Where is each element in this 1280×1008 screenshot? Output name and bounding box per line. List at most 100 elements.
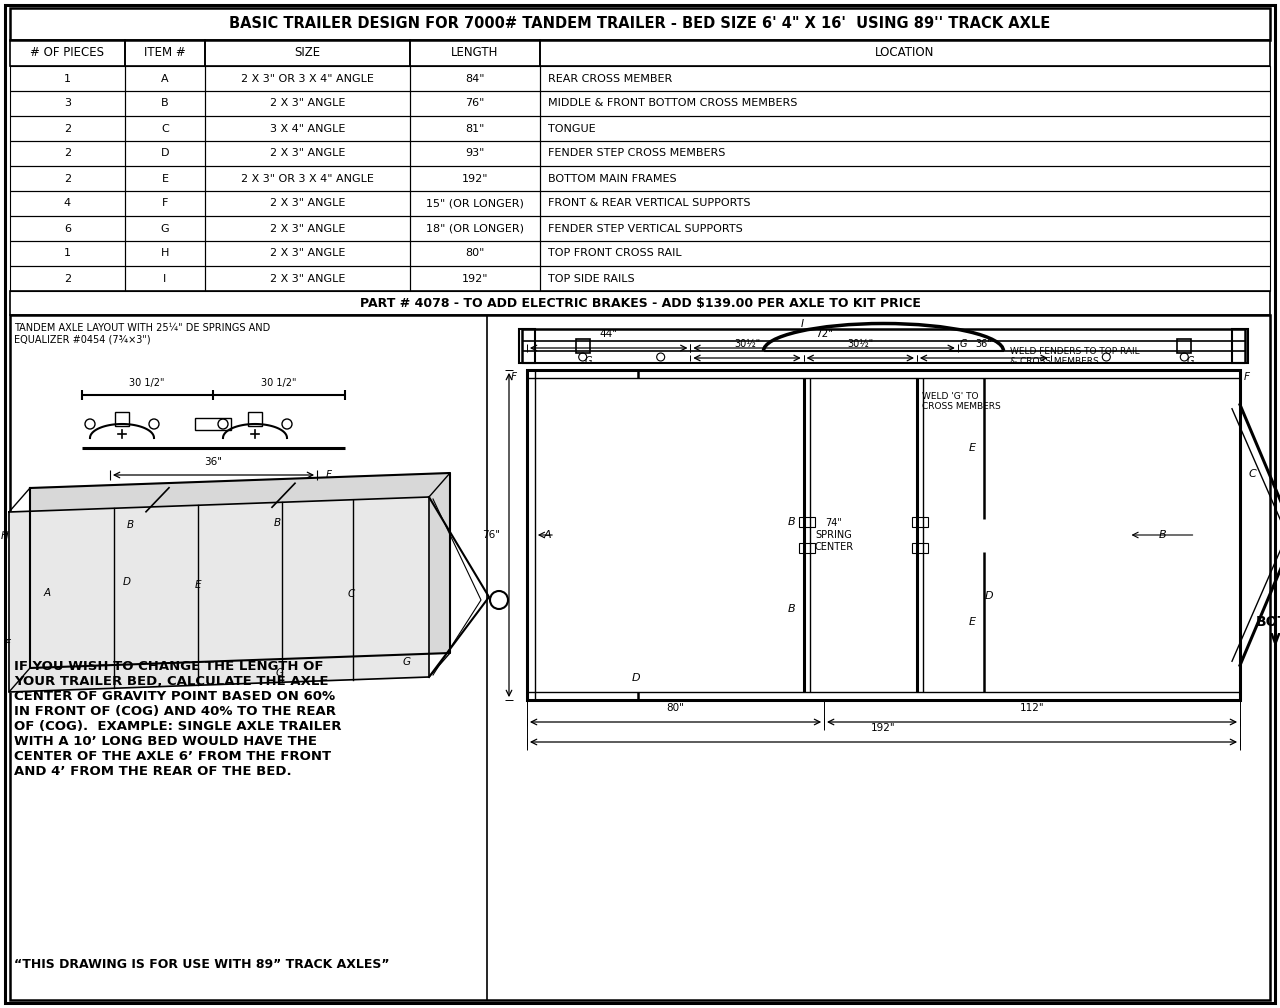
- Bar: [10, 141, 125, 166]
- Text: BASIC TRAILER DESIGN FOR 7000# TANDEM TRAILER - BED SIZE 6' 4" X 16'  USING 89'': BASIC TRAILER DESIGN FOR 7000# TANDEM TR…: [229, 16, 1051, 31]
- Text: IF YOU WISH TO CHANGE THE LENGTH OF
YOUR TRAILER BED, CALCULATE THE AXLE
CENTER : IF YOU WISH TO CHANGE THE LENGTH OF YOUR…: [14, 660, 342, 778]
- Text: 2: 2: [64, 148, 72, 158]
- Text: “THIS DRAWING IS FOR USE WITH 89” TRACK AXLES”: “THIS DRAWING IS FOR USE WITH 89” TRACK …: [14, 958, 389, 971]
- Bar: [540, 191, 1270, 216]
- Text: F: F: [161, 199, 168, 209]
- Bar: [205, 91, 410, 116]
- Text: 1: 1: [64, 249, 70, 258]
- Text: C: C: [161, 124, 169, 133]
- Bar: [911, 517, 928, 527]
- Text: 15" (OR LONGER): 15" (OR LONGER): [426, 199, 524, 209]
- Text: WELD FENDERS TO TOP RAIL
& CROSS MEMBERS: WELD FENDERS TO TOP RAIL & CROSS MEMBERS: [1010, 347, 1139, 366]
- Text: 2 X 3" ANGLE: 2 X 3" ANGLE: [270, 273, 346, 283]
- Bar: [518, 329, 535, 363]
- Bar: [410, 241, 540, 266]
- Text: H: H: [0, 531, 9, 541]
- Text: F: F: [511, 372, 517, 382]
- Bar: [410, 216, 540, 241]
- Bar: [576, 339, 590, 353]
- Bar: [540, 141, 1270, 166]
- Text: 93": 93": [466, 148, 485, 158]
- Text: 44": 44": [600, 329, 618, 339]
- Text: D: D: [984, 591, 993, 601]
- Bar: [205, 141, 410, 166]
- Text: LOCATION: LOCATION: [876, 46, 934, 59]
- Bar: [10, 291, 1270, 314]
- Bar: [125, 91, 205, 116]
- Bar: [540, 266, 1270, 291]
- Text: F: F: [326, 470, 332, 480]
- Text: C: C: [347, 590, 355, 599]
- Text: FRONT & REAR VERTICAL SUPPORTS: FRONT & REAR VERTICAL SUPPORTS: [548, 199, 750, 209]
- Text: 2 X 3" ANGLE: 2 X 3" ANGLE: [270, 199, 346, 209]
- Bar: [410, 116, 540, 141]
- Text: TONGUE: TONGUE: [548, 124, 595, 133]
- Text: 112": 112": [1020, 703, 1044, 713]
- Bar: [1178, 339, 1192, 353]
- Polygon shape: [9, 497, 429, 692]
- Bar: [115, 412, 129, 426]
- Text: ITEM #: ITEM #: [145, 46, 186, 59]
- Text: MIDDLE & FRONT BOTTOM CROSS MEMBERS: MIDDLE & FRONT BOTTOM CROSS MEMBERS: [548, 99, 797, 109]
- Text: BOTTOM MAIN FRAMES: BOTTOM MAIN FRAMES: [548, 173, 677, 183]
- Text: 3: 3: [64, 99, 70, 109]
- Bar: [10, 191, 125, 216]
- Text: H: H: [161, 249, 169, 258]
- Text: 30 1/2": 30 1/2": [261, 378, 297, 388]
- Text: 2 X 3" ANGLE: 2 X 3" ANGLE: [270, 249, 346, 258]
- Text: LENGTH: LENGTH: [452, 46, 499, 59]
- Text: 80": 80": [466, 249, 485, 258]
- Text: 6: 6: [64, 224, 70, 234]
- Text: TOP SIDE RAILS: TOP SIDE RAILS: [548, 273, 635, 283]
- Text: D: D: [161, 148, 169, 158]
- Text: E: E: [161, 173, 169, 183]
- Bar: [10, 66, 125, 91]
- Text: B: B: [788, 604, 795, 614]
- Bar: [10, 241, 125, 266]
- Bar: [125, 66, 205, 91]
- Bar: [125, 40, 205, 66]
- Bar: [248, 412, 262, 426]
- Bar: [540, 166, 1270, 191]
- Text: F: F: [5, 639, 10, 649]
- Bar: [125, 216, 205, 241]
- Text: FENDER STEP VERTICAL SUPPORTS: FENDER STEP VERTICAL SUPPORTS: [548, 224, 742, 234]
- Text: A: A: [161, 74, 169, 84]
- Bar: [410, 40, 540, 66]
- Text: G: G: [276, 668, 284, 678]
- Text: 30½": 30½": [733, 339, 760, 349]
- Bar: [205, 166, 410, 191]
- Bar: [540, 40, 1270, 66]
- Text: B: B: [127, 520, 133, 530]
- Bar: [125, 191, 205, 216]
- Text: 4: 4: [64, 199, 72, 209]
- Text: 18" (OR LONGER): 18" (OR LONGER): [426, 224, 524, 234]
- Text: A: A: [44, 588, 51, 598]
- Bar: [410, 141, 540, 166]
- Text: B: B: [161, 99, 169, 109]
- Bar: [10, 314, 1270, 1000]
- Text: BOTTOM
VIEW: BOTTOM VIEW: [1256, 616, 1280, 646]
- Text: FENDER STEP CROSS MEMBERS: FENDER STEP CROSS MEMBERS: [548, 148, 726, 158]
- Text: 76": 76": [466, 99, 485, 109]
- Text: I: I: [800, 319, 804, 329]
- Text: 2: 2: [64, 173, 72, 183]
- Text: 192": 192": [462, 173, 488, 183]
- Text: 74"
SPRING
CENTER: 74" SPRING CENTER: [814, 518, 854, 551]
- Text: 192": 192": [872, 723, 896, 733]
- Bar: [911, 543, 928, 553]
- Bar: [205, 266, 410, 291]
- Bar: [125, 266, 205, 291]
- Text: 2 X 3" ANGLE: 2 X 3" ANGLE: [270, 99, 346, 109]
- Bar: [527, 370, 1240, 700]
- Text: B: B: [788, 517, 795, 527]
- Bar: [410, 166, 540, 191]
- Text: G: G: [403, 656, 411, 666]
- Bar: [10, 40, 125, 66]
- Bar: [1231, 329, 1248, 363]
- Bar: [205, 191, 410, 216]
- Bar: [10, 8, 1270, 40]
- Text: I: I: [164, 273, 166, 283]
- Bar: [125, 141, 205, 166]
- Text: F: F: [1244, 372, 1251, 382]
